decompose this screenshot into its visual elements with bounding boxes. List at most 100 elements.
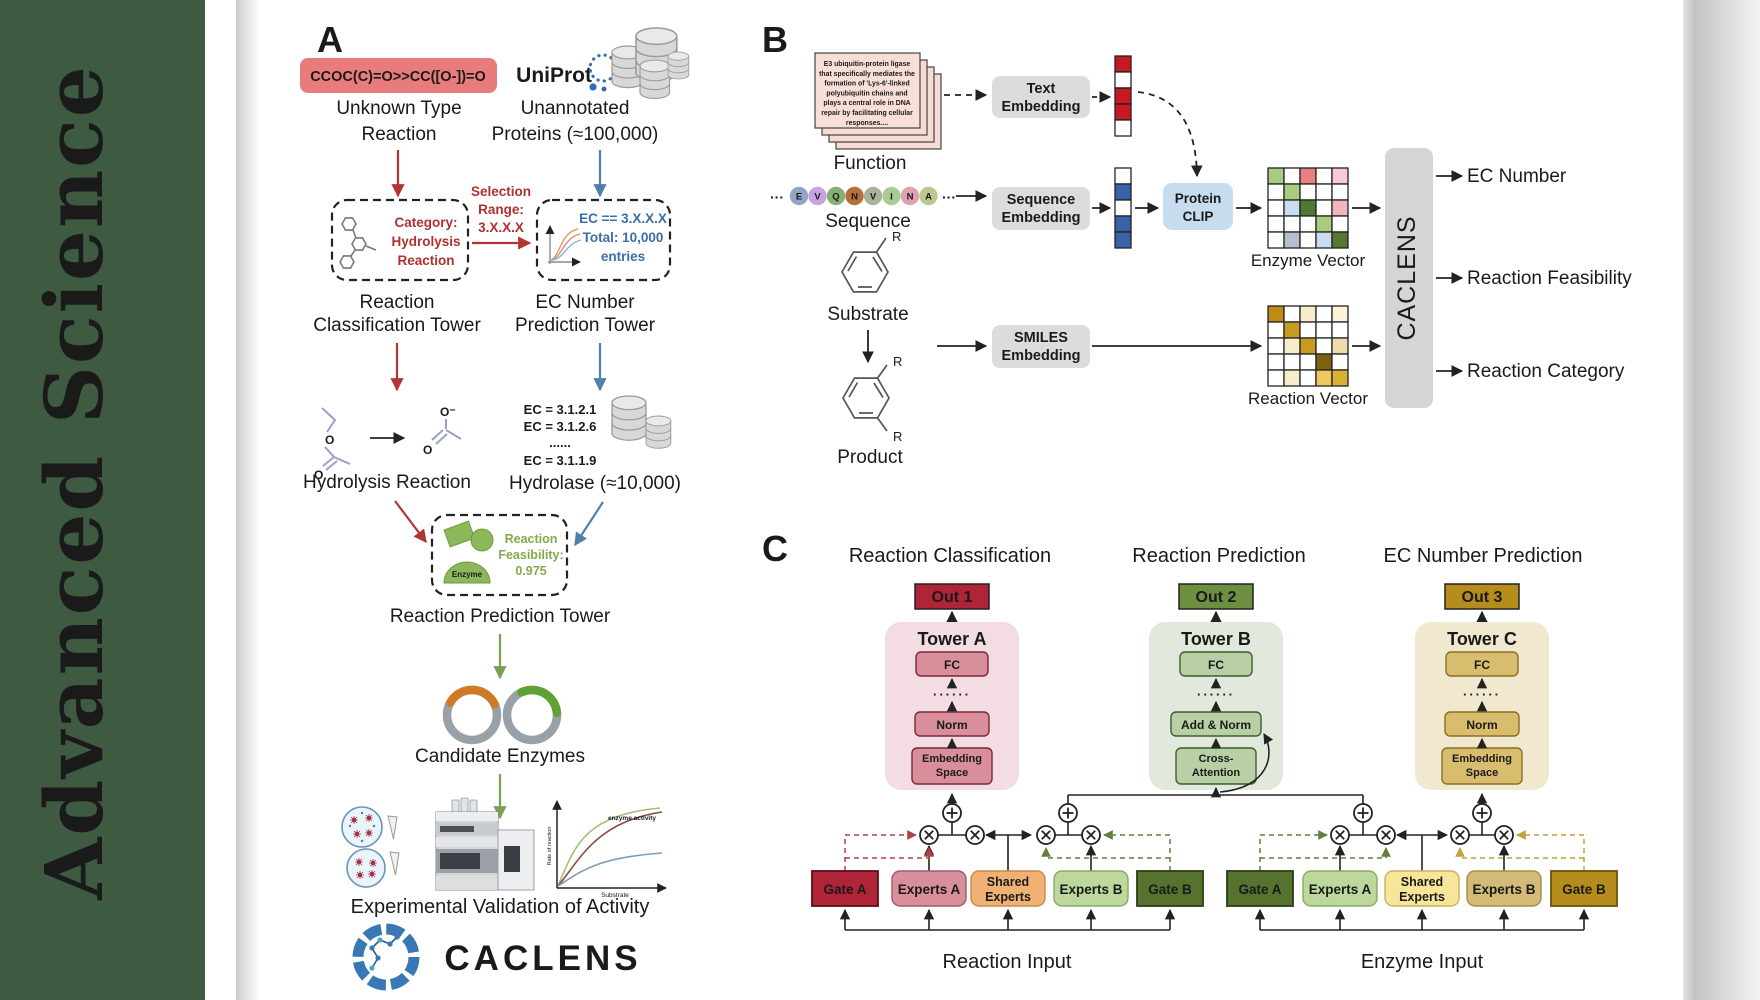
svg-text:FC: FC (944, 658, 960, 672)
residue-circle-icon (900, 186, 920, 206)
svg-text:Shared: Shared (987, 875, 1029, 889)
sequence-ellipsis-left: ··· (770, 189, 784, 205)
vector-cell (1114, 119, 1132, 137)
vector-cell (1331, 215, 1349, 233)
svg-text:Out 1: Out 1 (932, 589, 973, 606)
reaction-vector-label: Reaction Vector (1248, 389, 1368, 408)
out3-box (1444, 583, 1520, 610)
tower-c: Tower C FC ······ Norm Embedding Space (1415, 622, 1549, 790)
heading-reaction-prediction: Reaction Prediction (1132, 545, 1305, 567)
product-r1-label: R (893, 354, 902, 369)
page-edge-shadow-left (236, 0, 260, 1000)
vector-cell (1114, 103, 1132, 121)
vector-cell (1315, 337, 1333, 355)
validation-label: Experimental Validation of Activity (351, 896, 650, 918)
vector-cell (1299, 167, 1317, 185)
svg-text:that specifically mediates the: that specifically mediates the (819, 71, 915, 78)
vector-cell (1283, 305, 1301, 323)
svg-text:EC = 3.1.2.1: EC = 3.1.2.1 (524, 402, 597, 417)
vector-cell (1315, 321, 1333, 339)
vector-cell (1267, 321, 1285, 339)
feasibility-text: Reaction (505, 532, 558, 546)
svg-text:Prediction Tower: Prediction Tower (515, 315, 656, 336)
candidate-enzymes-label: Candidate Enzymes (415, 746, 585, 767)
svg-text:O: O (314, 468, 323, 482)
svg-text:formation of 'Lys-6'-linked: formation of 'Lys-6'-linked (824, 81, 909, 88)
hydrolysis-reaction-label: Hydrolysis Reaction (303, 472, 471, 493)
svg-text:responses....: responses.... (846, 120, 888, 127)
unknown-reaction-label: Unknown Type (336, 98, 461, 119)
residue-circle-icon (863, 186, 883, 206)
svg-text:Embedding: Embedding (1002, 348, 1081, 364)
svg-text:entries: entries (601, 249, 645, 264)
svg-text:Experts B: Experts B (1059, 882, 1122, 897)
reaction-vector-grid (1267, 305, 1349, 387)
enzyme-shared-experts (1384, 870, 1460, 907)
reaction-experts-a (891, 870, 967, 907)
svg-text:polyubiquitin chains and: polyubiquitin chains and (826, 90, 907, 97)
vector-cell (1315, 305, 1333, 323)
svg-text:E3 ubiquitin-protein ligase: E3 ubiquitin-protein ligase (824, 61, 911, 68)
svg-text:······: ······ (933, 687, 971, 702)
svg-text:Range:: Range: (478, 202, 524, 217)
tower-b: Tower B FC ······ Add & Norm Cross- Atte… (1149, 622, 1283, 793)
enzyme-input-label: Enzyme Input (1361, 951, 1484, 973)
residue-circle-icon (808, 186, 827, 206)
vector-cell (1267, 305, 1285, 323)
residue-letter: A (925, 192, 932, 203)
product-label: Product (837, 447, 903, 468)
svg-text:Feasibility:: Feasibility: (498, 548, 563, 562)
smiles-box (300, 58, 497, 93)
vector-cell (1283, 215, 1301, 233)
svg-text:Norm: Norm (936, 718, 967, 732)
feasibility-dashed-box (430, 513, 569, 597)
smiles-embedding-box (992, 325, 1090, 368)
heading-reaction-classification: Reaction Classification (849, 545, 1051, 567)
vector-cell (1283, 369, 1301, 387)
svg-text:Protein: Protein (1175, 191, 1222, 206)
panel-a-label: A (317, 19, 343, 60)
svg-text:Attention: Attention (1192, 767, 1241, 779)
svg-text:Add & Norm: Add & Norm (1181, 718, 1251, 732)
vector-cell (1283, 199, 1301, 217)
arrow-enzyme-to-feasibility (574, 501, 604, 547)
substrate-r-label: R (892, 229, 901, 244)
panel-c-label: C (762, 528, 788, 569)
vector-cell (1331, 321, 1349, 339)
curves-icon (545, 225, 582, 267)
vector-cell (1267, 353, 1285, 371)
svg-text:3.X.X.X: 3.X.X.X (478, 220, 524, 235)
prediction-tower-label: Reaction Prediction Tower (390, 606, 611, 627)
svg-text:Cross-: Cross- (1199, 753, 1234, 765)
residue-letter: E (796, 192, 802, 203)
enzyme-experts-a (1302, 870, 1378, 907)
svg-text:Experts A: Experts A (1309, 882, 1372, 897)
sidebar-band (0, 0, 205, 1000)
tower-b-fc (1179, 651, 1253, 677)
residue-letter: N (907, 192, 914, 203)
protein-clip-box (1163, 183, 1233, 230)
tower-a-fc (915, 651, 989, 677)
substrate-label: Substrate (827, 304, 908, 325)
vector-cell (1299, 337, 1317, 355)
function-card-text: E3 ubiquitin-protein ligase that specifi… (819, 61, 915, 127)
journal-sidebar: Advanced Science (0, 0, 205, 1000)
svg-text:Tower B: Tower B (1181, 629, 1251, 649)
panel-a: A CCOC(C)=O>>CC([O-])=O Unknown Type Rea… (300, 19, 690, 991)
vector-cell (1315, 215, 1333, 233)
enzyme-experts-b (1466, 870, 1542, 907)
svg-text:Gate A: Gate A (823, 882, 866, 897)
vector-cell (1114, 183, 1132, 201)
sequence-embedding-vector (1114, 167, 1132, 249)
enzyme-vector-grid (1267, 167, 1349, 249)
tower-a: Tower A FC ······ Norm Embedding Space (885, 622, 1019, 790)
vector-cell (1283, 183, 1301, 201)
vector-cell (1331, 167, 1349, 185)
svg-text:Text: Text (1027, 81, 1056, 97)
svg-text:O⁻: O⁻ (440, 405, 456, 419)
panel-b-label: B (762, 19, 788, 60)
svg-text:Embedding: Embedding (1002, 210, 1081, 226)
arrow-textvec-to-clip (1137, 91, 1203, 178)
svg-text:Embedding: Embedding (1002, 99, 1081, 115)
